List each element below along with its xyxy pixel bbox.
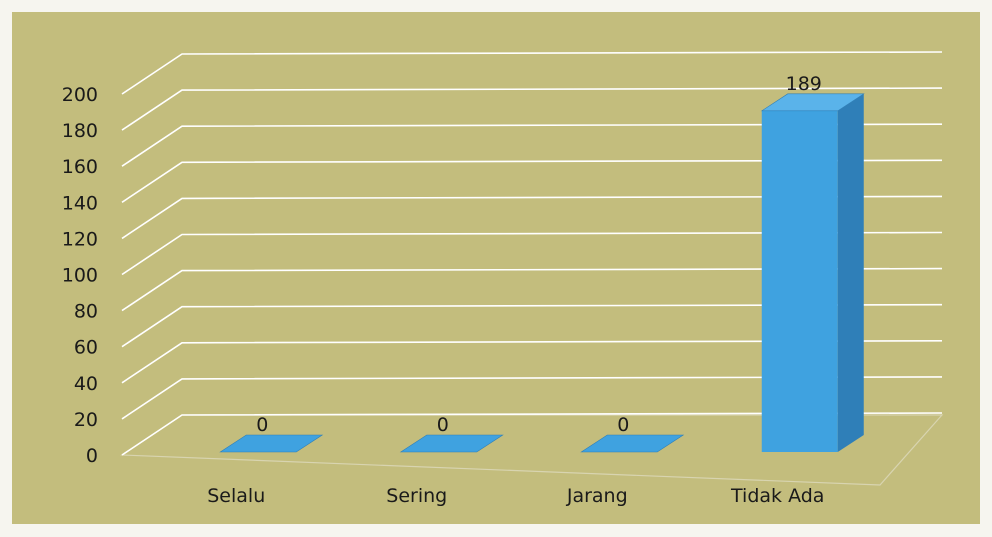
y-tick-label: 20 [74, 409, 98, 431]
data-label: 0 [617, 414, 629, 436]
bar-top [760, 93, 865, 112]
bar-side [837, 93, 864, 452]
bar-top [399, 434, 504, 453]
gridline [121, 51, 943, 95]
gridline [121, 376, 943, 420]
gridline [121, 267, 943, 312]
x-category-label: Selalu [207, 485, 265, 507]
x-category-label: Jarang [566, 485, 628, 507]
gridline [121, 123, 943, 167]
y-tick-label: 140 [62, 192, 98, 214]
y-tick-label: 0 [86, 445, 98, 467]
y-tick-label: 40 [74, 373, 98, 395]
gridline [121, 303, 943, 348]
gridline [121, 87, 943, 131]
bar-front [761, 110, 838, 452]
data-label: 189 [786, 73, 822, 95]
bar-top [580, 434, 685, 453]
gridline [121, 231, 943, 276]
y-tick-label: 100 [62, 265, 98, 287]
gridline [121, 412, 943, 456]
data-label: 0 [256, 414, 268, 436]
x-category-label: Sering [386, 485, 447, 507]
x-category-label: Tidak Ada [730, 485, 824, 507]
y-tick-label: 80 [74, 301, 98, 323]
y-tick-label: 160 [62, 156, 98, 178]
y-tick-label: 200 [62, 84, 98, 106]
gridline [121, 195, 943, 240]
gridline [121, 339, 943, 384]
y-tick-label: 60 [74, 337, 98, 359]
bar-top [219, 434, 324, 453]
gridline [121, 159, 943, 203]
data-label: 0 [437, 414, 449, 436]
y-tick-label: 180 [62, 120, 98, 142]
y-tick-label: 120 [62, 228, 98, 250]
